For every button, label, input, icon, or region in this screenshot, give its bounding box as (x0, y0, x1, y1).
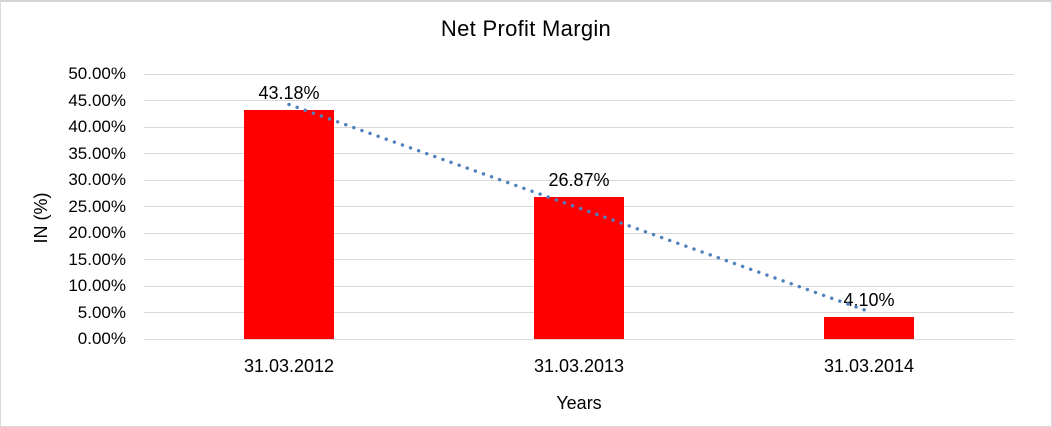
y-tick-label: 50.00% (68, 64, 126, 83)
bar (824, 317, 914, 339)
y-tick-label: 10.00% (68, 276, 126, 295)
y-gridline (144, 100, 1014, 101)
bar-data-label: 26.87% (548, 169, 610, 190)
y-gridline (144, 338, 1014, 340)
y-tick-label: 40.00% (68, 117, 126, 136)
y-tick-label: 0.00% (77, 329, 126, 348)
bar (534, 196, 624, 339)
bar-data-label: 4.10% (843, 290, 895, 311)
x-tick-label: 31.03.2013 (533, 356, 625, 376)
x-tick-label: 31.03.2014 (823, 356, 915, 376)
chart-title: Net Profit Margin (440, 16, 612, 41)
y-tick-label: 45.00% (68, 90, 126, 110)
x-axis-title: Years (556, 393, 602, 413)
y-gridline (144, 73, 1014, 75)
y-tick-label: 5.00% (77, 302, 126, 322)
y-axis-title: IN (%) (31, 192, 51, 244)
bar (244, 110, 334, 339)
y-tick-label: 15.00% (68, 249, 126, 269)
y-tick-label: 20.00% (68, 223, 126, 242)
y-tick-label: 35.00% (68, 143, 126, 163)
x-tick-label: 31.03.2012 (243, 356, 335, 376)
y-tick-label: 30.00% (68, 170, 126, 189)
bar-data-label: 43.18% (258, 83, 320, 104)
y-tick-label: 25.00% (68, 196, 126, 216)
